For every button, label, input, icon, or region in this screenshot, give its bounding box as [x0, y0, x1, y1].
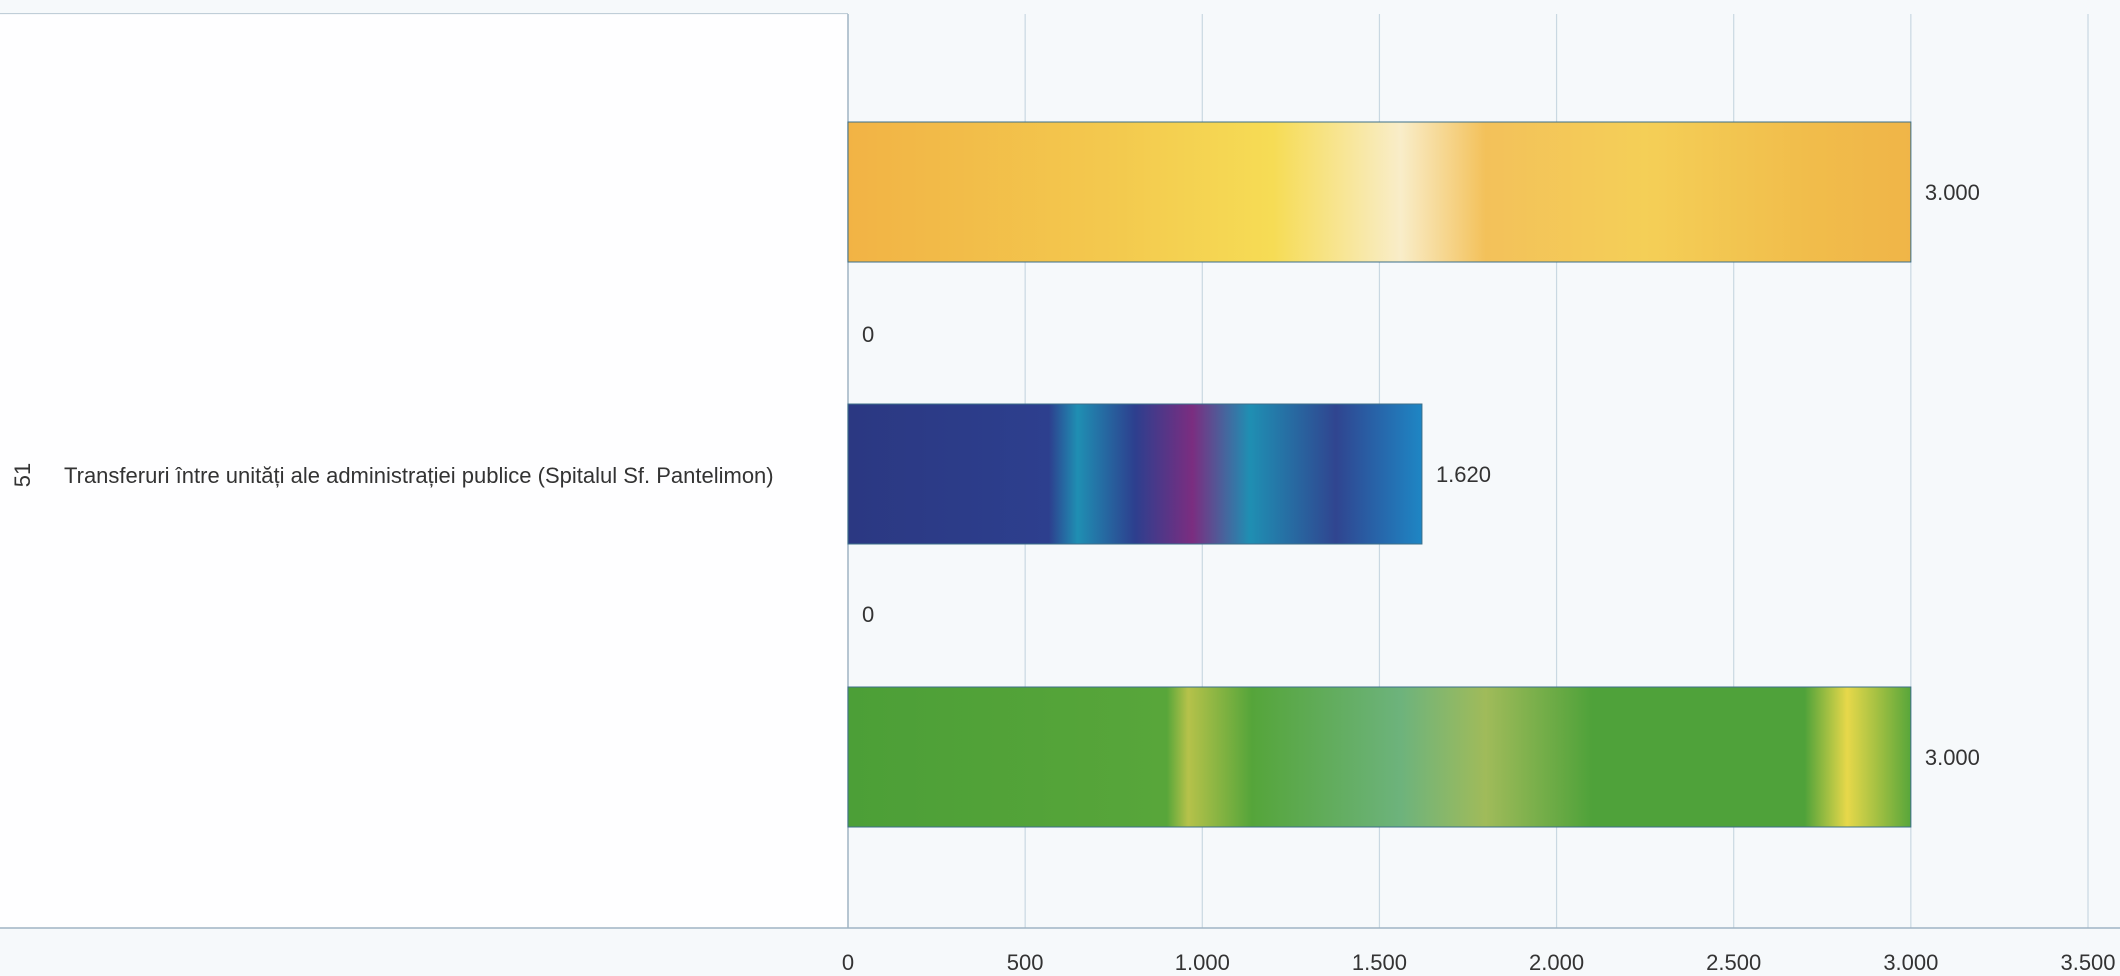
x-tick-label: 2.500 — [1706, 950, 1761, 975]
data-label: 1.620 — [1436, 462, 1491, 487]
x-tick-label: 1.500 — [1352, 950, 1407, 975]
bar — [847, 686, 1912, 828]
x-tick-label: 2.000 — [1529, 950, 1584, 975]
data-label: 0 — [862, 602, 874, 627]
bar — [847, 121, 1912, 263]
x-tick-label: 0 — [842, 950, 854, 975]
category-code: 51 — [10, 463, 35, 487]
data-label: 3.000 — [1925, 745, 1980, 770]
x-tick-label: 3.000 — [1883, 950, 1938, 975]
x-tick-label: 3.500 — [2060, 950, 2115, 975]
data-label: 0 — [862, 322, 874, 347]
x-tick-label: 500 — [1007, 950, 1044, 975]
data-label: 3.000 — [1925, 180, 1980, 205]
category-label: Transferuri între unități ale administra… — [64, 463, 774, 488]
category-panel — [0, 14, 848, 928]
x-tick-label: 1.000 — [1175, 950, 1230, 975]
bar — [847, 403, 1423, 545]
